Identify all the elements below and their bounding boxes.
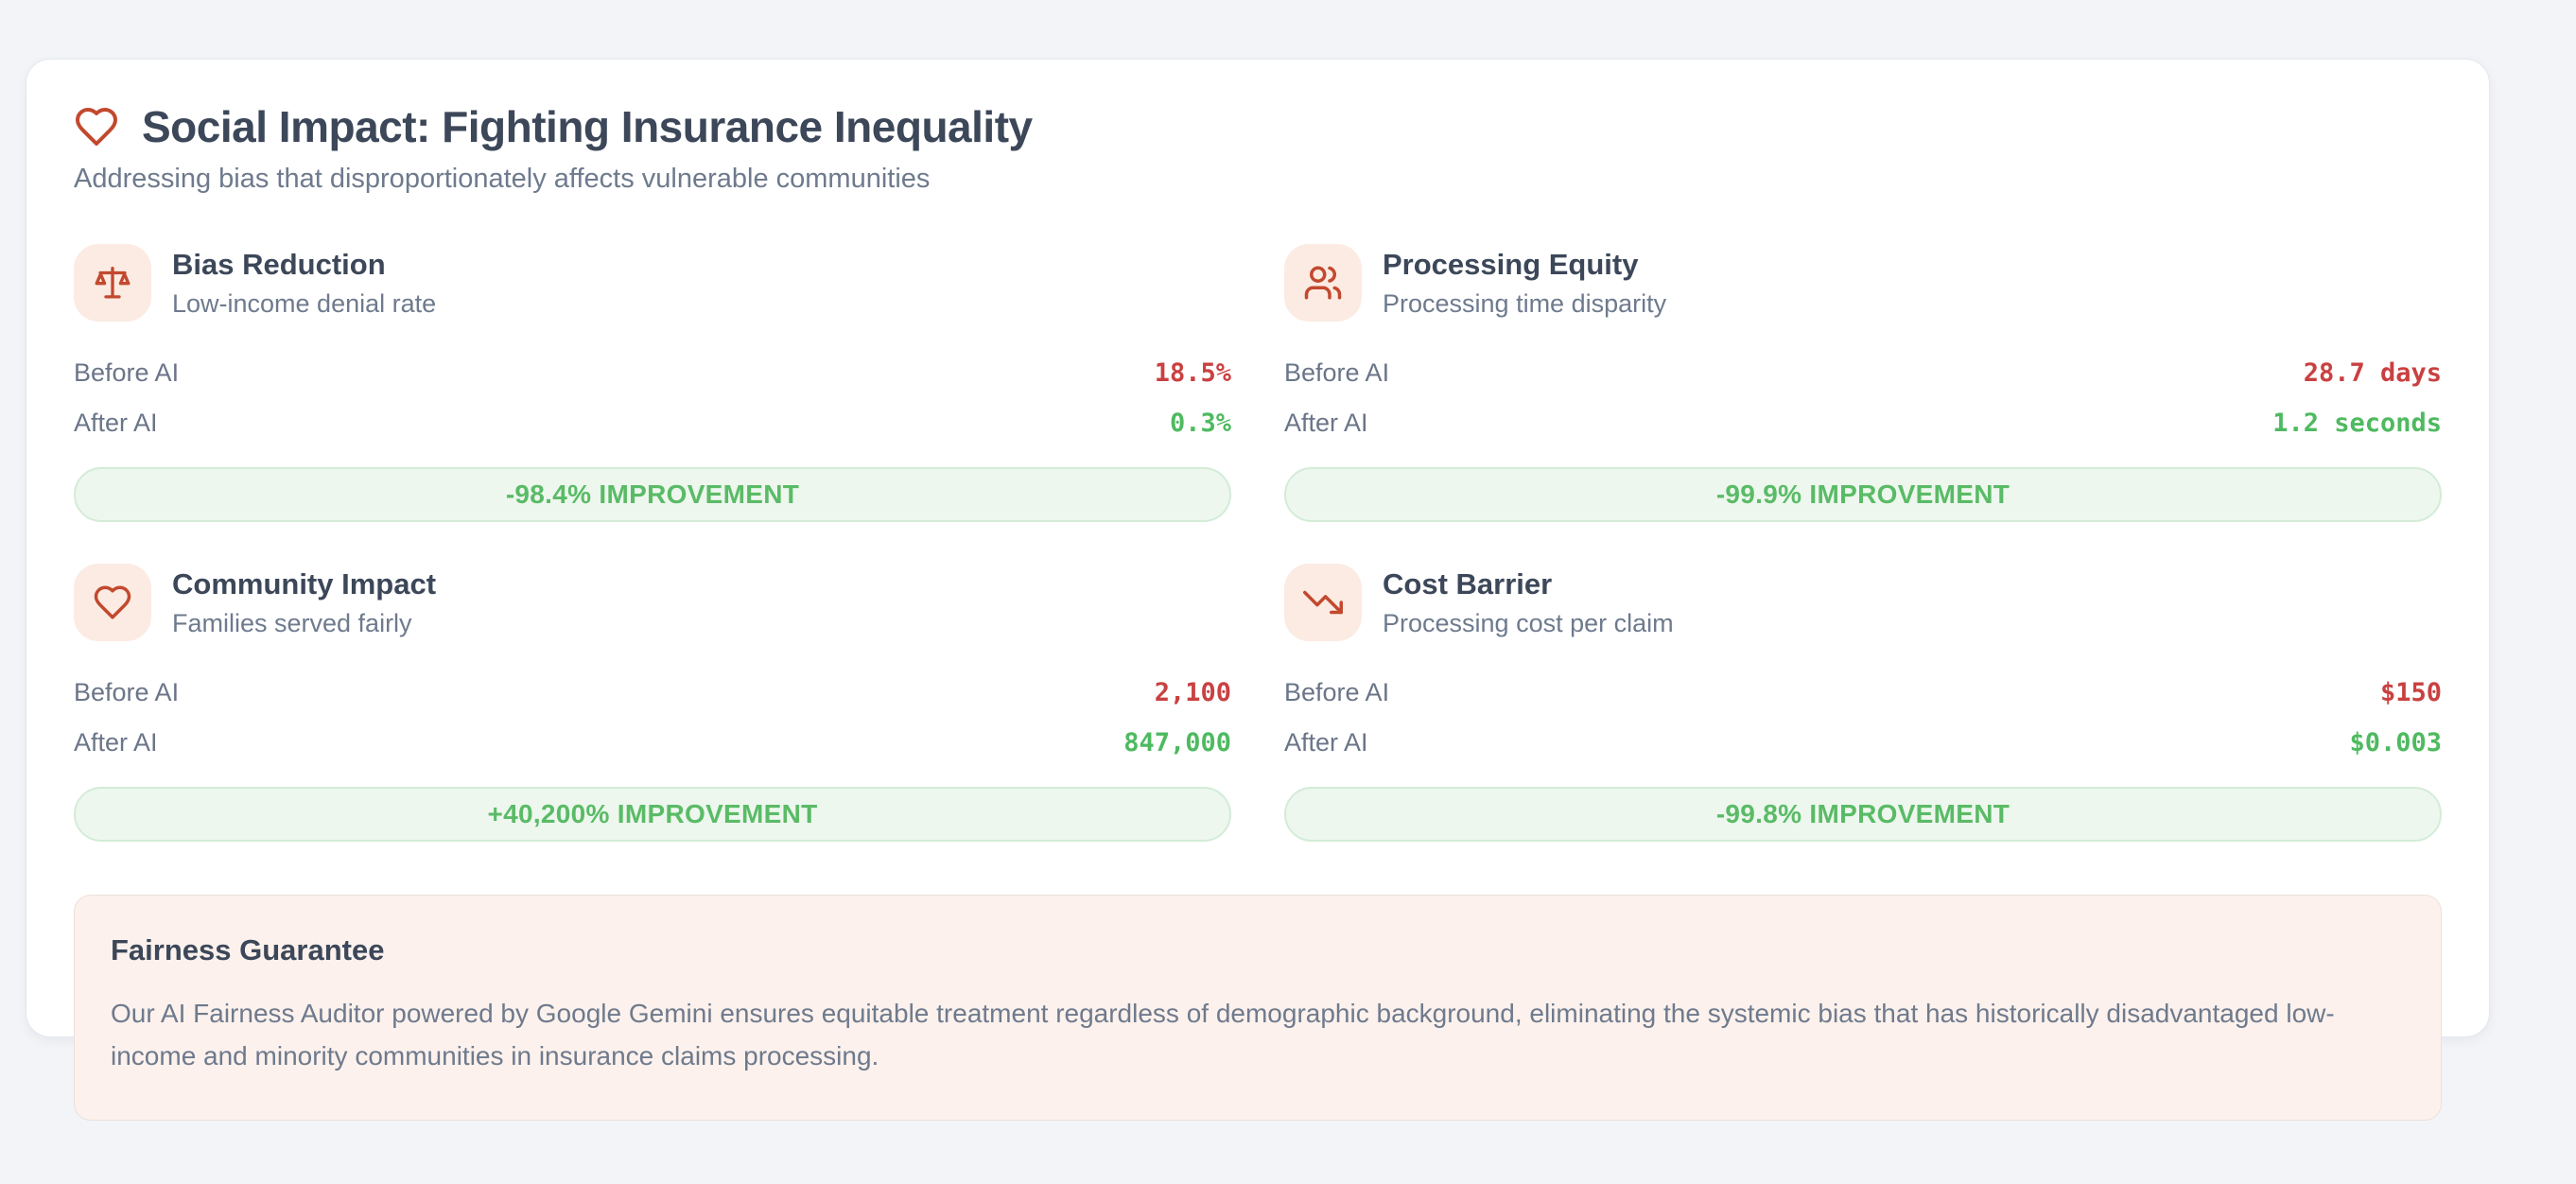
before-ai-row: Before AI 18.5%	[74, 348, 1231, 398]
metric-title: Cost Barrier	[1383, 566, 1553, 601]
users-icon	[1284, 244, 1362, 322]
after-ai-label: After AI	[1284, 409, 1368, 437]
metric-title: Bias Reduction	[172, 247, 386, 281]
panel-header: Social Impact: Fighting Insurance Inequa…	[74, 101, 2442, 195]
before-ai-value: 2,100	[1154, 678, 1231, 707]
social-impact-panel: Social Impact: Fighting Insurance Inequa…	[26, 59, 2490, 1121]
metric-card: Community Impact Families served fairly …	[74, 564, 1231, 842]
page-title: Social Impact: Fighting Insurance Inequa…	[142, 102, 1033, 151]
metric-subtitle: Processing cost per claim	[1383, 608, 1674, 637]
metric-head: Cost Barrier Processing cost per claim	[1284, 564, 2442, 641]
metric-subtitle: Low-income denial rate	[172, 288, 437, 318]
before-ai-value: 28.7 days	[2303, 358, 2442, 388]
metric-head: Bias Reduction Low-income denial rate	[74, 244, 1231, 322]
after-ai-row: After AI 847,000	[74, 718, 1231, 768]
improvement-badge: -98.4% IMPROVEMENT	[74, 467, 1231, 522]
after-ai-value: 0.3%	[1169, 409, 1231, 438]
metric-head: Processing Equity Processing time dispar…	[1284, 244, 2442, 322]
fairness-body: Our AI Fairness Auditor powered by Googl…	[111, 999, 2335, 1071]
after-ai-label: After AI	[1284, 728, 1368, 757]
before-ai-row: Before AI $150	[1284, 668, 2442, 718]
before-ai-label: Before AI	[74, 358, 180, 387]
after-ai-label: After AI	[74, 728, 158, 757]
before-ai-row: Before AI 28.7 days	[1284, 348, 2442, 398]
metric-head: Community Impact Families served fairly	[74, 564, 1231, 641]
metric-title: Community Impact	[172, 566, 437, 601]
page-subtitle: Addressing bias that disproportionately …	[74, 164, 931, 194]
after-ai-row: After AI 1.2 seconds	[1284, 398, 2442, 448]
trending-down-icon	[1284, 564, 1362, 641]
improvement-badge: +40,200% IMPROVEMENT	[74, 787, 1231, 842]
after-ai-row: After AI 0.3%	[74, 398, 1231, 448]
metric-title: Processing Equity	[1383, 247, 1639, 281]
after-ai-value: 847,000	[1123, 728, 1231, 757]
before-ai-value: 18.5%	[1154, 358, 1231, 388]
after-ai-row: After AI $0.003	[1284, 718, 2442, 768]
improvement-badge: -99.8% IMPROVEMENT	[1284, 787, 2442, 842]
fairness-guarantee-box: Fairness Guarantee Our AI Fairness Audit…	[74, 895, 2442, 1121]
improvement-badge: -99.9% IMPROVEMENT	[1284, 467, 2442, 522]
before-ai-label: Before AI	[1284, 678, 1390, 706]
before-ai-row: Before AI 2,100	[74, 668, 1231, 718]
heart-icon	[74, 104, 119, 149]
after-ai-value: 1.2 seconds	[2272, 409, 2442, 438]
metric-card: Bias Reduction Low-income denial rate Be…	[74, 244, 1231, 522]
after-ai-value: $0.003	[2349, 728, 2442, 757]
metric-subtitle: Families served fairly	[172, 608, 412, 637]
fairness-title: Fairness Guarantee	[111, 933, 385, 966]
scale-icon	[74, 244, 151, 322]
metric-card: Processing Equity Processing time dispar…	[1284, 244, 2442, 522]
metric-subtitle: Processing time disparity	[1383, 288, 1667, 318]
heart-icon	[74, 564, 151, 641]
metrics-grid: Bias Reduction Low-income denial rate Be…	[74, 244, 2442, 842]
before-ai-value: $150	[2379, 678, 2442, 707]
before-ai-label: Before AI	[1284, 358, 1390, 387]
after-ai-label: After AI	[74, 409, 158, 437]
before-ai-label: Before AI	[74, 678, 180, 706]
metric-card: Cost Barrier Processing cost per claim B…	[1284, 564, 2442, 842]
